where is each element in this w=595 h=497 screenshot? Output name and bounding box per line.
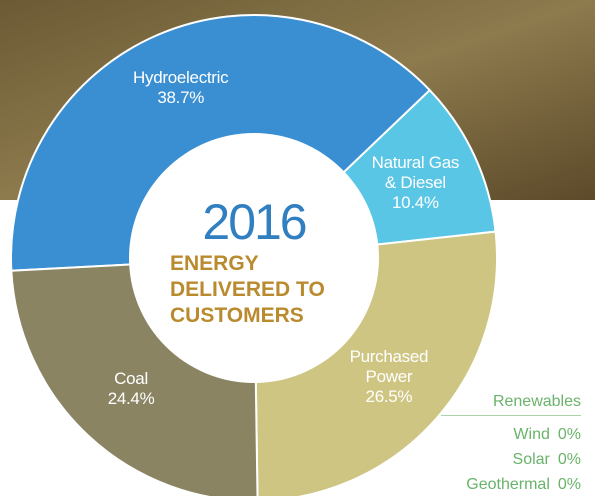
- category-label: Coal: [114, 369, 148, 389]
- renewable-row: Wind 0%: [441, 422, 581, 447]
- value-label: 26.5%: [365, 387, 413, 407]
- donut-hole: [129, 133, 379, 383]
- renewable-name: Wind: [513, 426, 550, 443]
- renewable-row: Solar 0%: [441, 447, 581, 472]
- renewable-row: Geothermal 0%: [441, 472, 581, 497]
- category-label: Hydroelectric: [133, 68, 229, 88]
- center-title: 2016: [202, 194, 307, 250]
- value-label: 24.4%: [107, 389, 155, 409]
- renewable-value: 0%: [557, 476, 581, 493]
- renewable-value: 0%: [557, 451, 581, 468]
- center-subtitle: CUSTOMERS: [170, 304, 304, 327]
- renewable-name: Geothermal: [466, 476, 550, 493]
- slice-label: Hydroelectric 38.7%: [133, 68, 229, 108]
- center-subtitle: DELIVERED TO: [170, 278, 325, 301]
- renewable-value: 0%: [557, 426, 581, 443]
- center-subtitle: ENERGY: [170, 252, 259, 275]
- renewable-name: Solar: [512, 451, 550, 468]
- value-label: 38.7%: [157, 88, 205, 108]
- renewables-title: Renewables: [441, 393, 581, 416]
- category-label: Natural Gas & Diesel: [371, 152, 460, 192]
- category-label: Purchased Power: [349, 347, 429, 387]
- slice-label: Coal 24.4%: [108, 369, 155, 409]
- renewables: Renewables Wind 0% Solar 0% Geothermal 0%: [441, 393, 581, 497]
- value-label: 10.4%: [392, 192, 439, 212]
- slice-label: Purchased Power 26.5%: [350, 347, 429, 407]
- slice-label: Natural Gas & Diesel 10.4%: [371, 152, 460, 213]
